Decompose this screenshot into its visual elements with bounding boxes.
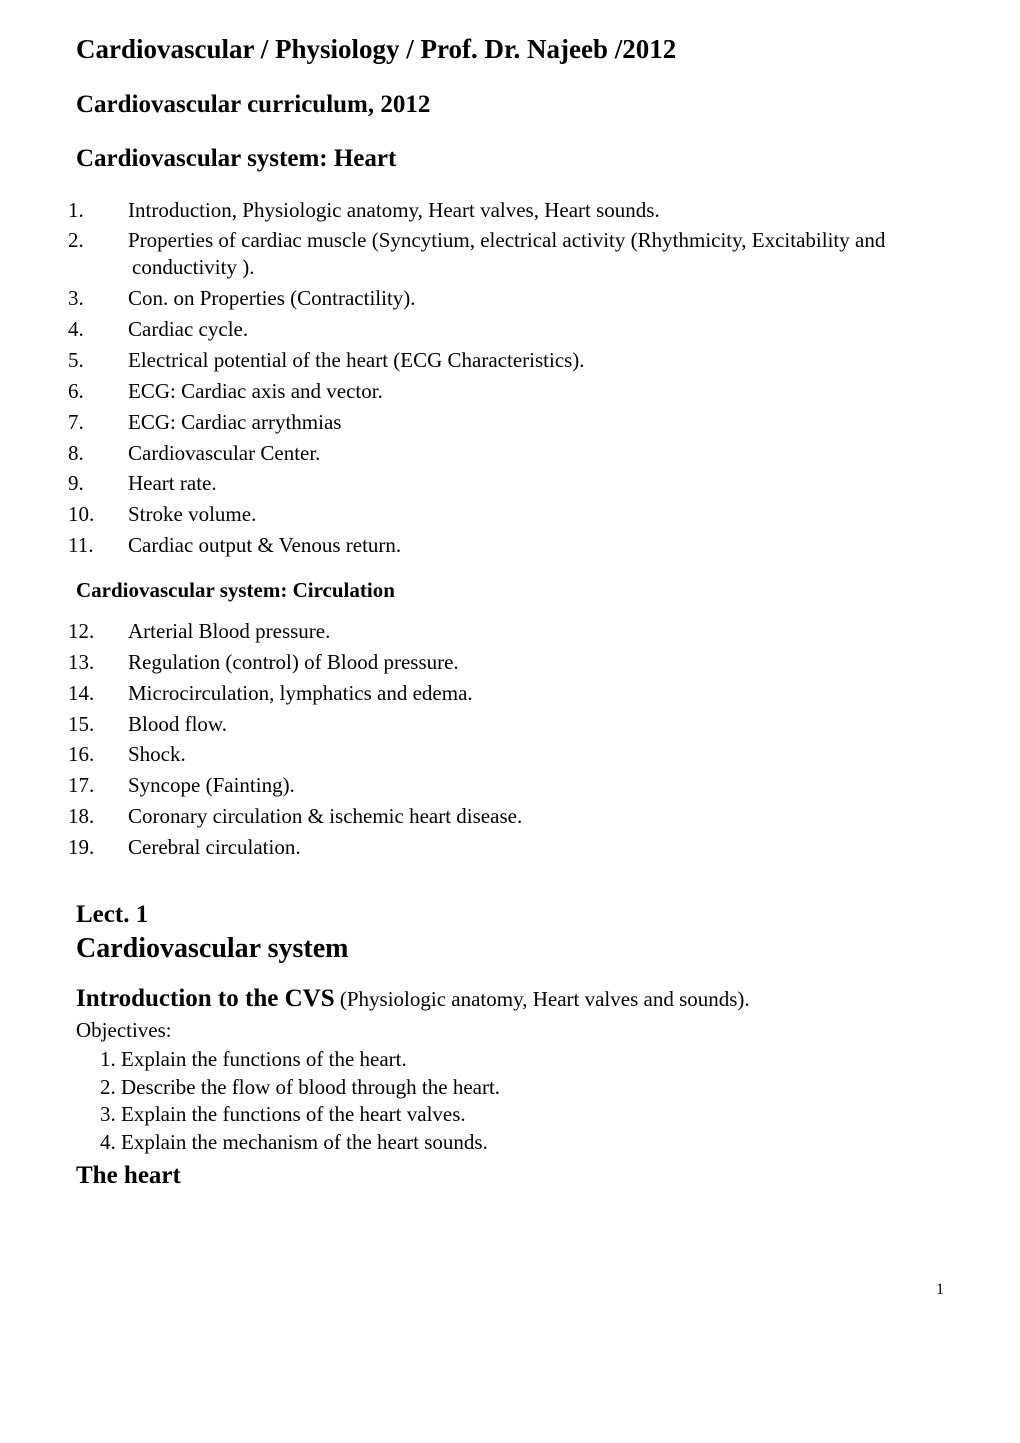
list-item: 3. Con. on Properties (Contractility). [100,285,944,312]
list-item: 16.Shock. [100,741,944,768]
list-item: 2. Properties of cardiac muscle (Syncyti… [100,227,944,281]
objectives-list: 1. Explain the functions of the heart.2.… [76,1046,944,1157]
document-header: Cardiovascular / Physiology / Prof. Dr. … [76,32,944,67]
list-item: 17.Syncope (Fainting). [100,772,944,799]
list-item: 8. Cardiovascular Center. [100,440,944,467]
list-item: 11.Cardiac output & Venous return. [100,532,944,559]
introduction-line: Introduction to the CVS (Physiologic ana… [76,983,944,1015]
heart-topics-list: 1. Introduction, Physiologic anatomy, He… [76,197,944,560]
list-item: 18.Coronary circulation & ischemic heart… [100,803,944,830]
objectives-label: Objectives: [76,1017,944,1044]
list-item: 14.Microcirculation, lymphatics and edem… [100,680,944,707]
the-heart-title: The heart [76,1160,944,1192]
list-item: 10.Stroke volume. [100,501,944,528]
page-number: 1 [76,1280,944,1300]
lecture-label: Lect. 1 [76,899,944,931]
list-item: 12.Arterial Blood pressure. [100,618,944,645]
section-circulation-title: Cardiovascular system: Circulation [76,577,944,604]
list-item: 4. Explain the mechanism of the heart so… [100,1129,944,1156]
list-item: 9. Heart rate. [100,470,944,497]
list-item: 6. ECG: Cardiac axis and vector. [100,378,944,405]
system-title: Cardiovascular system [76,931,944,967]
circulation-topics-list: 12.Arterial Blood pressure. 13.Regulation… [76,618,944,861]
list-item: 3. Explain the functions of the heart va… [100,1101,944,1128]
list-item: 13.Regulation (control) of Blood pressur… [100,649,944,676]
introduction-bold: Introduction to the CVS [76,985,335,1012]
list-item: 19.Cerebral circulation. [100,834,944,861]
curriculum-title: Cardiovascular curriculum, 2012 [76,89,944,121]
list-item: 7. ECG: Cardiac arrythmias [100,409,944,436]
list-item: 1. Explain the functions of the heart. [100,1046,944,1073]
section-heart-title: Cardiovascular system: Heart [76,143,944,175]
list-item: 2. Describe the flow of blood through th… [100,1074,944,1101]
list-item: 1. Introduction, Physiologic anatomy, He… [100,197,944,224]
introduction-rest: (Physiologic anatomy, Heart valves and s… [335,987,750,1011]
list-item: 15.Blood flow. [100,711,944,738]
list-item: 4. Cardiac cycle. [100,316,944,343]
list-item: 5. Electrical potential of the heart (EC… [100,347,944,374]
